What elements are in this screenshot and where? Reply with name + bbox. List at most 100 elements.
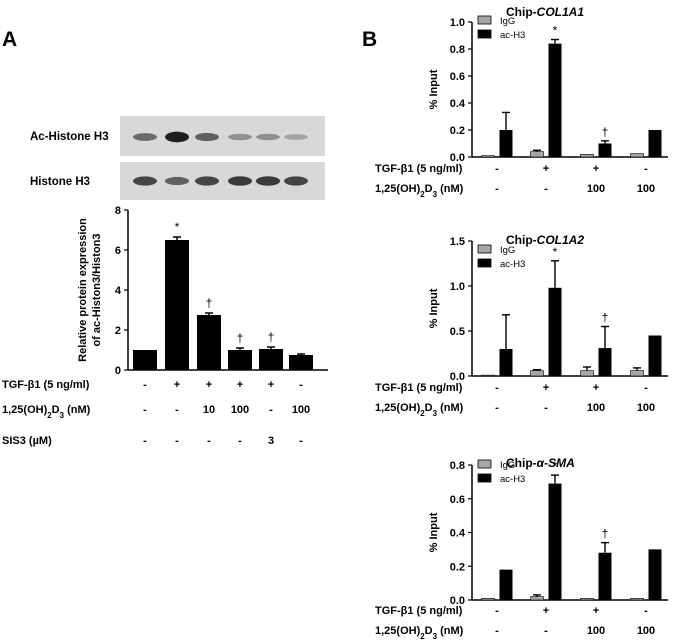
bar <box>548 287 562 376</box>
blot-label-histone: Histone H3 <box>30 176 90 188</box>
condition-value: - <box>495 382 499 394</box>
panel-b-letter: B <box>362 28 377 51</box>
y-tick-label: 0.8 <box>450 460 465 472</box>
y-tick-label: 0.8 <box>450 44 465 56</box>
significance-marker: † <box>602 527 609 541</box>
condition-value: 100 <box>292 404 310 416</box>
blot-band <box>284 134 308 140</box>
bar <box>259 349 283 370</box>
blot-band <box>228 133 252 141</box>
y-tick-label: 0.4 <box>450 98 466 110</box>
chart-title-gene: COL1A2 <box>537 233 585 247</box>
bar <box>481 155 495 158</box>
y-axis-label: Relative protein expression <box>77 218 89 362</box>
legend-label: ac-H3 <box>500 30 525 41</box>
chart-title-prefix: Chip- <box>506 5 537 19</box>
legend-label: IgG <box>500 245 515 256</box>
legend-label: IgG <box>500 16 515 27</box>
significance-marker: † <box>206 296 213 310</box>
condition-value: + <box>543 605 549 617</box>
bar <box>580 598 594 601</box>
condition-value: + <box>543 163 549 175</box>
condition-label: TGF-β1 (5 ng/ml) <box>375 382 463 394</box>
significance-marker: † <box>602 125 609 139</box>
condition-label: TGF-β1 (5 ng/ml) <box>375 163 463 175</box>
bar <box>548 483 562 600</box>
blot-bands-histone <box>133 176 308 186</box>
condition-value: - <box>175 435 179 447</box>
y-tick-label: 8 <box>115 205 121 217</box>
bar <box>580 370 594 377</box>
condition-label: 1,25(OH)2D3 (nM) <box>375 625 464 641</box>
condition-value: + <box>237 379 243 391</box>
condition-value: 100 <box>587 625 605 637</box>
significance-marker: * <box>175 220 180 234</box>
condition-label: 1,25(OH)2D3 (nM) <box>2 404 91 420</box>
condition-value: - <box>269 404 273 416</box>
legend-swatch <box>477 244 492 254</box>
condition-value: + <box>543 382 549 394</box>
significance-marker: * <box>553 245 558 259</box>
legend-label: IgG <box>500 460 515 471</box>
y-tick-label: 6 <box>115 245 121 257</box>
blot-label-ac-histone: Ac-Histone H3 <box>30 131 109 143</box>
blot-band <box>195 132 219 142</box>
condition-value: - <box>495 402 499 414</box>
condition-value: - <box>143 404 147 416</box>
chart-chip-col1a1: Chip- COL1A1 0.0 0.2 0.4 0.6 0.8 1.0 % Input IgG a… <box>375 5 668 199</box>
condition-label: 1,25(OH)2D3 (nM) <box>375 402 464 418</box>
y-tick-label: 0 <box>115 365 121 377</box>
condition-value: - <box>299 435 303 447</box>
condition-value: 3 <box>268 435 274 447</box>
legend-swatch <box>477 29 492 39</box>
y-tick-label: 0.2 <box>450 125 465 137</box>
condition-value: - <box>644 163 648 175</box>
bar <box>598 143 612 157</box>
blot-band <box>165 131 189 143</box>
y-tick-label: 0.6 <box>450 494 465 506</box>
panel-a-letter: A <box>2 28 17 51</box>
y-tick-label: 1.5 <box>450 236 465 248</box>
chart-title-prefix: Chip- <box>506 233 537 247</box>
bar <box>530 370 544 377</box>
condition-label: TGF-β1 (5 ng/ml) <box>2 379 90 391</box>
blot-band <box>256 176 280 186</box>
condition-value: 100 <box>637 402 655 414</box>
condition-value: - <box>299 379 303 391</box>
y-tick-label: 0.0 <box>450 152 465 164</box>
bar <box>598 552 612 600</box>
legend-swatch <box>477 15 492 25</box>
condition-value: - <box>207 435 211 447</box>
condition-value: - <box>495 625 499 637</box>
condition-label: SIS3 (µM) <box>2 435 52 447</box>
bar <box>648 130 662 157</box>
chart-panel-a: 0 2 4 6 8 Relative protein expression of ac-Hi… <box>2 205 328 447</box>
blot-band <box>133 133 157 141</box>
bar <box>499 569 513 600</box>
condition-value: + <box>593 605 599 617</box>
y-tick-label: 0.4 <box>450 528 466 540</box>
condition-value: - <box>644 605 648 617</box>
y-axis-label: of ac-Histon3/Histon3 <box>91 233 103 346</box>
y-tick-label: 0.0 <box>450 371 465 383</box>
legend-label: ac-H3 <box>500 259 525 270</box>
blot-bands-ac-histone <box>133 131 308 143</box>
condition-value: - <box>644 382 648 394</box>
legend-swatch <box>477 258 492 268</box>
y-tick-label: 0.0 <box>450 595 465 607</box>
bar <box>481 374 495 377</box>
condition-value: + <box>593 382 599 394</box>
condition-value: - <box>495 183 499 195</box>
y-tick-label: 1.0 <box>450 281 465 293</box>
condition-value: - <box>143 379 147 391</box>
bar <box>499 349 513 376</box>
y-axis-label: % Input <box>428 512 440 552</box>
blot-band <box>195 176 219 186</box>
blot-band <box>165 176 189 186</box>
bar <box>499 130 513 157</box>
significance-marker: * <box>553 459 558 473</box>
condition-value: 10 <box>203 404 215 416</box>
legend-swatch <box>477 459 492 469</box>
bar <box>530 151 544 158</box>
